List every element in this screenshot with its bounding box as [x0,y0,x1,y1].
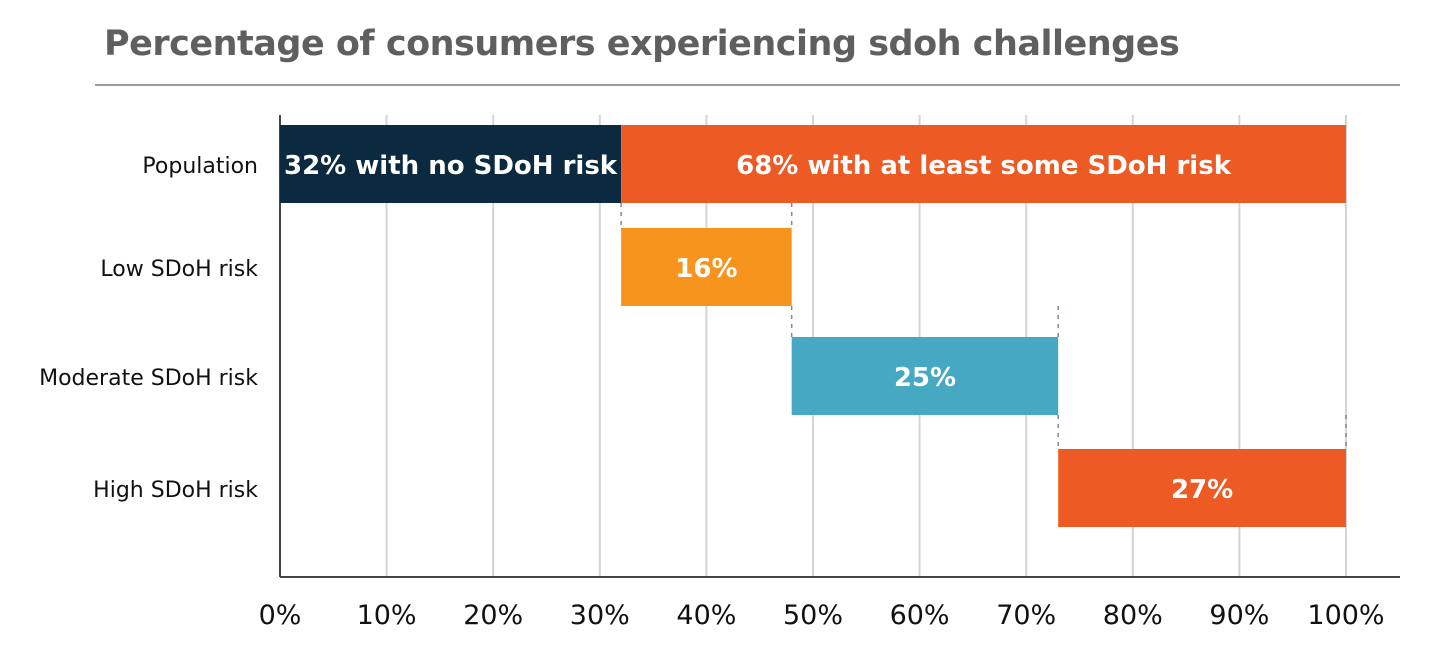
bar-label: 25% [894,363,956,393]
bar [791,337,1059,415]
bar [621,228,792,306]
x-tick-label: 10% [357,600,417,631]
x-tick-label: 60% [890,600,950,631]
x-tick-label: 40% [676,600,736,631]
bar [1058,449,1346,527]
category-label: Low SDoH risk [100,257,258,282]
category-label: Population [142,154,258,179]
chart-title: Percentage of consumers experiencing sdo… [104,24,1180,64]
x-tick-label: 80% [1103,600,1163,631]
x-tick-label: 20% [463,600,523,631]
bar-label: 27% [1171,475,1233,505]
category-label: Moderate SDoH risk [39,366,258,391]
bar [621,125,1346,203]
x-tick-label: 0% [259,600,302,631]
bar-label: 68% with at least some SDoH risk [736,151,1232,181]
title-divider [95,84,1400,86]
x-tick-label: 90% [1209,600,1269,631]
x-tick-label: 70% [996,600,1056,631]
x-tick-label: 30% [570,600,630,631]
category-label: High SDoH risk [93,478,258,503]
bar-label: 16% [675,254,737,284]
bar [280,125,622,203]
x-tick-label: 50% [783,600,843,631]
x-tick-label: 100% [1307,600,1384,631]
bar-label: 32% with no SDoH risk [284,151,618,181]
